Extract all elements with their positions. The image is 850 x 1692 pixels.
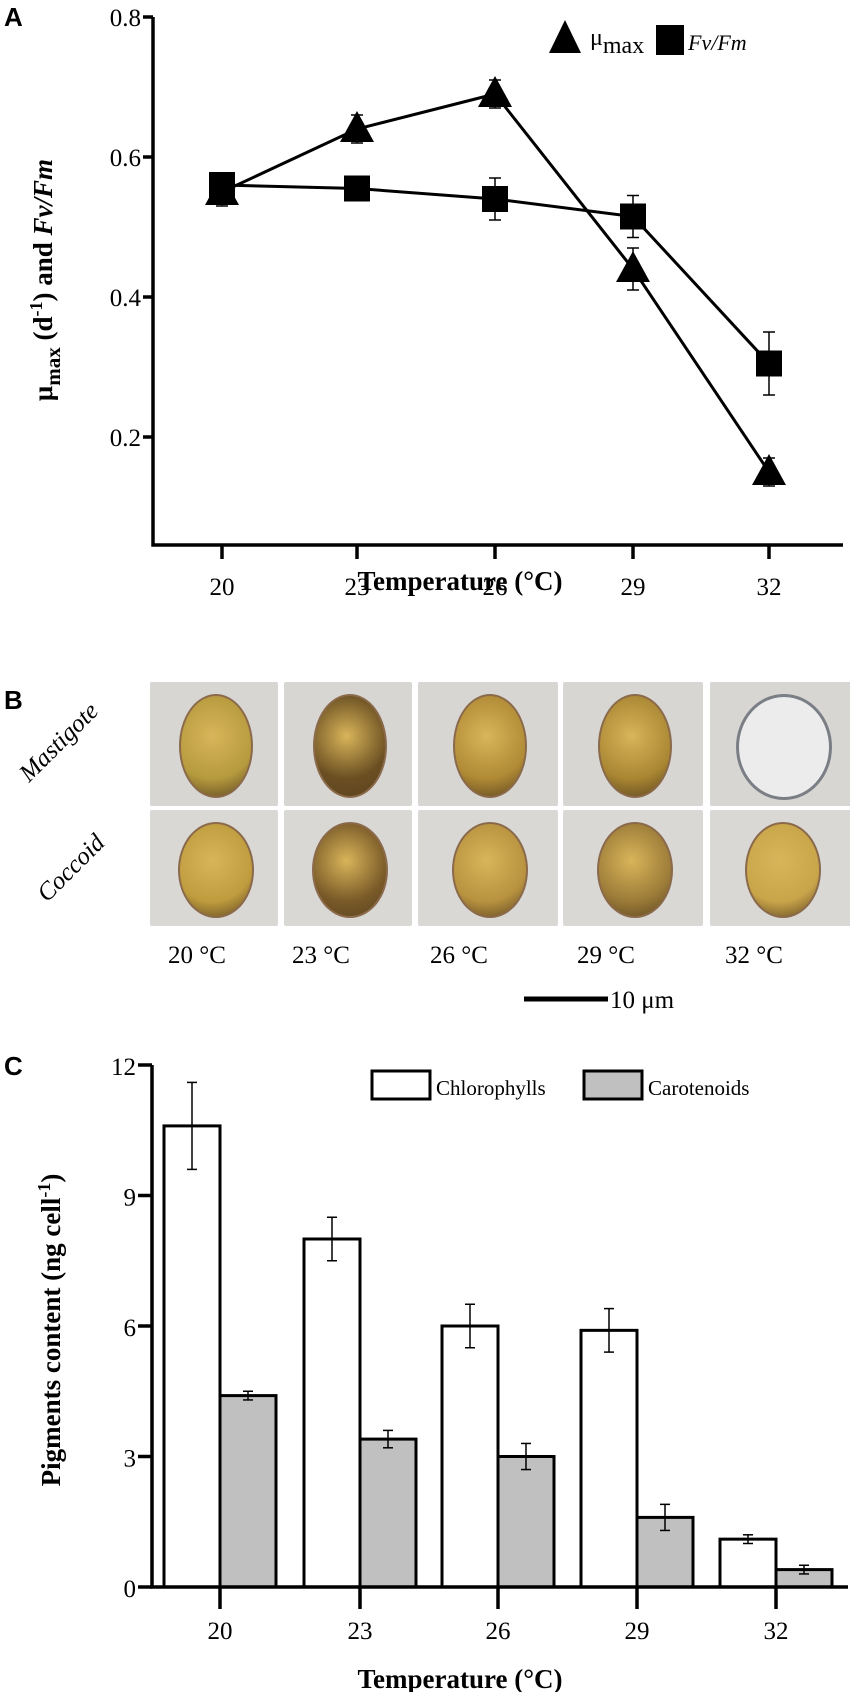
legend-square-icon <box>656 25 684 55</box>
bar-chlorophylls <box>718 1537 778 1589</box>
square-marker-icon <box>482 186 508 212</box>
x-tick-label: 23 <box>348 1618 373 1645</box>
y-tick-label: 6 <box>124 1315 137 1342</box>
micrograph-coccoid-4 <box>710 810 850 926</box>
cell-body <box>179 694 253 798</box>
legend-label-carotenoids: Carotenoids <box>648 1076 749 1100</box>
triangle-marker-icon <box>616 251 650 282</box>
panel-b-letter: B <box>4 685 23 715</box>
triangle-marker-icon <box>478 76 512 107</box>
temperature-label: 20 °C <box>168 942 226 969</box>
panel-c-x-ticks: 20 23 26 29 32 <box>208 1587 789 1645</box>
y-tick-label: 0.6 <box>110 145 141 172</box>
y-tick-label: 0.8 <box>110 5 141 32</box>
x-tick-label: 29 <box>621 574 646 601</box>
legend-triangle-icon <box>549 20 581 53</box>
y-tick-label: 0 <box>124 1576 137 1603</box>
panel-c-bar-chart: 0 3 6 9 12 20 23 26 29 32 Chlorophylls Carotenoid… <box>34 1054 848 1692</box>
bar-chlorophylls <box>162 1124 222 1589</box>
panel-c-legend: Chlorophylls Carotenoids <box>370 1069 749 1101</box>
bar-carotenoids <box>496 1455 556 1589</box>
cell-body <box>452 822 528 918</box>
square-marker-icon <box>620 203 646 230</box>
bar-carotenoids <box>218 1394 278 1589</box>
temperature-label: 29 °C <box>577 942 635 969</box>
panel-c-y-ticks: 0 3 6 9 12 <box>111 1054 152 1603</box>
panel-a-y-axis-label: μmax (d-1) and Fv/Fm <box>26 159 65 401</box>
x-tick-label: 32 <box>764 1618 789 1645</box>
cell-body <box>312 822 388 918</box>
x-tick-label: 32 <box>757 574 782 601</box>
scale-bar-label: 10 μm <box>610 987 675 1014</box>
legend-label-chlorophylls: Chlorophylls <box>436 1076 546 1100</box>
panel-a-x-axis-label: Temperature (°C) <box>357 566 562 596</box>
cell-body <box>597 822 673 918</box>
legend-label-mumax: μmax <box>590 25 644 59</box>
panel-c-x-axis-label: Temperature (°C) <box>357 1664 562 1692</box>
panel-a-axis-lines <box>151 17 843 547</box>
cell-body <box>598 694 672 798</box>
bar-carotenoids <box>358 1437 418 1589</box>
micrograph-coccoid-0 <box>150 810 278 926</box>
y-tick-label: 12 <box>111 1054 136 1081</box>
y-tick-label: 0.2 <box>110 425 141 452</box>
series-line-triangle <box>221 92 771 473</box>
bar-chlorophylls <box>579 1328 639 1589</box>
micrograph-mastigote-2 <box>418 682 558 806</box>
triangle-marker-icon <box>752 454 786 485</box>
temperature-label: 26 °C <box>430 942 488 969</box>
bar-carotenoids <box>635 1515 695 1589</box>
legend-label-fvfm: Fv/Fm <box>687 30 747 55</box>
temperature-label: 32 °C <box>725 942 783 969</box>
panel-a-series <box>205 76 786 487</box>
panel-a-x-ticks: 20 23 26 29 32 <box>210 545 782 601</box>
y-tick-label: 0.4 <box>110 285 142 312</box>
x-tick-label: 20 <box>210 574 235 601</box>
triangle-marker-icon <box>340 111 374 142</box>
square-marker-icon <box>756 350 782 377</box>
x-tick-label: 29 <box>625 1618 650 1645</box>
micrograph-coccoid-1 <box>284 810 412 926</box>
panel-a-legend: μmax Fv/Fm <box>549 20 747 59</box>
legend-swatch-carotenoids <box>582 1069 644 1101</box>
micrograph-mastigote-4 <box>710 682 850 806</box>
panel-c-bars <box>162 1081 834 1589</box>
square-marker-icon <box>344 175 370 202</box>
panel-a-y-ticks: 0.2 0.4 0.6 0.8 <box>110 5 153 452</box>
bar-chlorophylls <box>440 1324 500 1589</box>
micrograph-mastigote-0 <box>150 682 278 806</box>
panel-a-line-chart: 0.2 0.4 0.6 0.8 20 23 26 29 32 μmax Fv/Fm Temper… <box>26 5 843 601</box>
x-tick-label: 26 <box>486 1618 511 1645</box>
x-tick-label: 23 <box>345 574 370 601</box>
temperature-label: 23 °C <box>292 942 350 969</box>
legend-swatch-chlorophylls <box>370 1069 432 1101</box>
micrograph-coccoid-2 <box>418 810 558 926</box>
micrograph-mastigote-1 <box>284 682 412 806</box>
panel-c-y-axis-label: Pigments content (ng cell-1) <box>34 1174 66 1487</box>
micrograph-mastigote-3 <box>563 682 703 806</box>
panel-a-letter: A <box>4 2 23 32</box>
panel-c-letter: C <box>4 1051 23 1081</box>
cell-body <box>745 822 821 918</box>
x-tick-label: 20 <box>208 1618 233 1645</box>
square-marker-icon <box>209 172 235 198</box>
cell-body <box>453 694 527 798</box>
panel-a-axes <box>151 17 843 547</box>
x-tick-label: 26 <box>483 574 508 601</box>
cell-body <box>313 694 387 798</box>
bar-chlorophylls <box>302 1237 362 1589</box>
y-tick-label: 9 <box>124 1185 137 1212</box>
cell-body <box>736 694 832 800</box>
cell-body <box>178 822 254 918</box>
micrograph-coccoid-3 <box>563 810 703 926</box>
y-tick-label: 3 <box>124 1446 137 1473</box>
